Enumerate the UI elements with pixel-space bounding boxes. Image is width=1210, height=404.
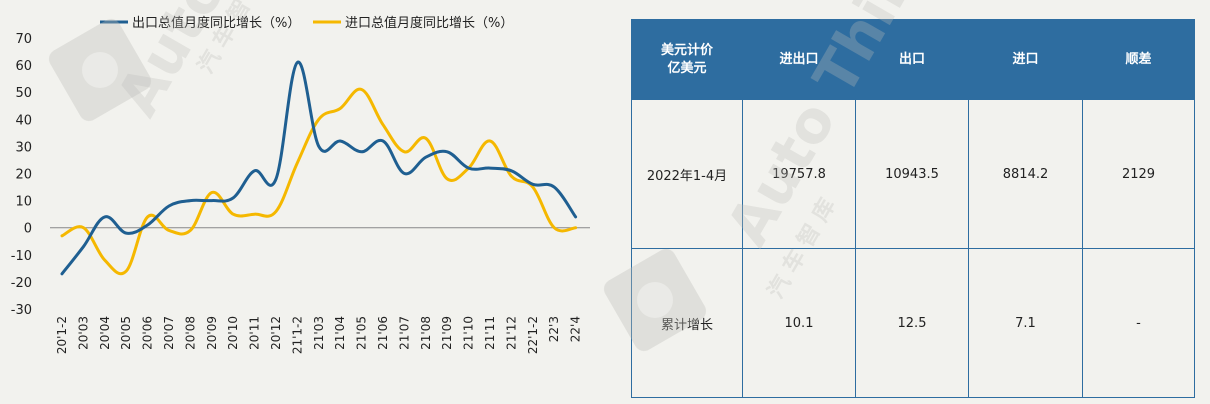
- x-tick-label: 20'11: [248, 316, 262, 350]
- x-tick-label: 20'12: [269, 316, 283, 350]
- line-chart: 出口总值月度同比增长（%） 进口总值月度同比增长（%） 70 60 50 40 30 20 1…: [11, 15, 590, 354]
- y-tick-label: -10: [11, 249, 32, 264]
- cell-surplus: 2129: [1082, 99, 1195, 249]
- cell-import: 8814.2: [968, 99, 1083, 249]
- x-tick-label: 21'05: [355, 316, 369, 350]
- y-tick-label: 0: [24, 222, 32, 237]
- x-tick-label: 20'06: [141, 316, 155, 350]
- x-tick-label: 20'08: [183, 316, 197, 350]
- cell-export-growth: 12.5: [855, 248, 969, 398]
- x-tick-label: 20'07: [162, 316, 176, 350]
- x-tick-label: 21'10: [462, 316, 476, 350]
- trade-summary-table: 美元计价 亿美元 进出口 出口 进口 顺差 2022年1-4月 19757.8 …: [631, 19, 1195, 398]
- cell-export: 10943.5: [855, 99, 969, 249]
- x-tick-label: 20'1-2: [55, 316, 69, 354]
- row-label-growth: 累计增长: [631, 248, 743, 398]
- x-tick-label: 21'06: [376, 316, 390, 350]
- x-tick-label: 21'11: [483, 316, 497, 350]
- y-axis: 70 60 50 40 30 20 10 0 -10 -20 -30: [11, 32, 32, 318]
- cell-surplus-growth: -: [1082, 248, 1195, 398]
- x-axis: 20'1-2 20'03 20'04 20'05 20'06 20'07 20'08 20'0…: [55, 316, 583, 354]
- table-header-row: 美元计价 亿美元 进出口 出口 进口 顺差: [631, 19, 1195, 100]
- header-export: 出口: [855, 19, 969, 100]
- y-tick-label: 70: [15, 32, 32, 47]
- legend-label-export: 出口总值月度同比增长（%）: [132, 15, 300, 31]
- x-tick-label: 20'09: [205, 316, 219, 350]
- cell-total-trade: 19757.8: [742, 99, 856, 249]
- y-tick-label: 30: [15, 140, 32, 155]
- x-tick-label: 21'12: [504, 316, 518, 350]
- x-tick-label: 22'3: [547, 316, 561, 342]
- x-tick-label: 21'08: [419, 316, 433, 350]
- legend-label-import: 进口总值月度同比增长（%）: [345, 15, 513, 31]
- x-tick-label: 21'09: [440, 316, 454, 350]
- chart-legend: 出口总值月度同比增长（%） 进口总值月度同比增长（%）: [100, 15, 513, 31]
- header-import: 进口: [968, 19, 1083, 100]
- cell-import-growth: 7.1: [968, 248, 1083, 398]
- x-tick-label: 21'07: [397, 316, 411, 350]
- x-tick-label: 20'10: [226, 316, 240, 350]
- x-tick-label: 21'03: [312, 316, 326, 350]
- table-row: 2022年1-4月 19757.8 10943.5 8814.2 2129: [631, 99, 1195, 249]
- x-tick-label: 21'1-2: [290, 316, 304, 354]
- y-tick-label: 50: [15, 86, 32, 101]
- header-surplus: 顺差: [1082, 19, 1195, 100]
- import-growth-line: [60, 87, 578, 276]
- y-tick-label: 60: [15, 59, 32, 74]
- x-tick-label: 20'03: [76, 316, 90, 350]
- y-tick-label: -20: [11, 276, 32, 291]
- y-tick-label: 20: [15, 168, 32, 183]
- x-tick-label: 20'05: [119, 316, 133, 350]
- x-tick-label: 20'04: [98, 316, 112, 350]
- export-growth-line: [60, 60, 578, 276]
- table-row: 累计增长 10.1 12.5 7.1 -: [631, 248, 1195, 398]
- chart-series: [60, 60, 578, 276]
- x-tick-label: 22'4: [569, 316, 583, 342]
- cell-total-trade-growth: 10.1: [742, 248, 856, 398]
- y-tick-label: 10: [15, 195, 32, 210]
- x-tick-label: 21'04: [333, 316, 347, 350]
- x-tick-label: 22'1-2: [526, 316, 540, 354]
- header-total-trade: 进出口: [742, 19, 856, 100]
- header-currency-unit: 美元计价 亿美元: [631, 19, 743, 100]
- y-tick-label: 40: [15, 113, 32, 128]
- y-tick-label: -30: [11, 303, 32, 318]
- row-label-period: 2022年1-4月: [631, 99, 743, 249]
